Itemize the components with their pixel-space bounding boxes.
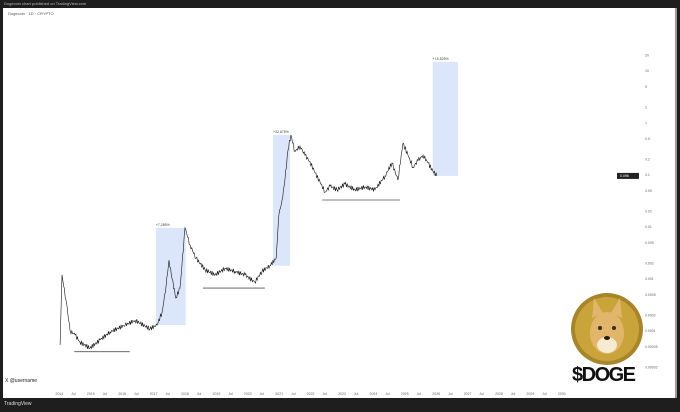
x-tick-label: Jul <box>448 392 453 396</box>
author-watermark: X @username <box>5 378 38 384</box>
x-tick-label: 2029 <box>527 392 535 396</box>
x-tick-label: Jul <box>165 392 170 396</box>
x-tick-label: Jul <box>385 392 390 396</box>
y-tick-label: 0.5 <box>645 137 650 141</box>
y-tick-label: 20 <box>645 54 649 58</box>
y-tick-label: 5 <box>645 85 647 89</box>
doge-nose <box>604 336 610 340</box>
y-tick-label: 0.1 <box>645 173 650 177</box>
x-tick-label: Jul <box>103 392 108 396</box>
x-tick-label: 2016 <box>118 392 126 396</box>
y-tick-label: 0.00002 <box>645 366 658 370</box>
x-tick-label: 2023 <box>338 392 346 396</box>
y-tick-label: 1 <box>645 121 647 125</box>
current-price-value: 0.096 <box>620 174 629 178</box>
x-tick-label: 2026 <box>432 392 440 396</box>
y-tick-label: 0.0002 <box>645 314 656 318</box>
x-tick-label: 2020 <box>244 392 252 396</box>
title-bar: Dogecoin chart published on TradingView.… <box>4 1 87 6</box>
chart-panel: Dogecoin · 1D · CRYPTO <box>3 8 677 398</box>
x-tick-label: 2017 <box>150 392 158 396</box>
x-tick-label: Jul <box>417 392 422 396</box>
x-tick-label: 2015 <box>87 392 95 396</box>
y-tick-label: 0.05 <box>645 189 652 193</box>
pump-box <box>432 61 458 176</box>
doge-eye-right <box>612 326 616 330</box>
doge-ear-right <box>611 298 622 318</box>
x-tick-label: Jul <box>511 392 516 396</box>
doge-ear-left <box>592 298 603 318</box>
y-tick-label: 0.01 <box>645 225 652 229</box>
symbol-info: Dogecoin · 1D · CRYPTO <box>8 11 54 16</box>
doge-eye-left <box>598 326 602 330</box>
x-tick-label: 2022 <box>307 392 315 396</box>
x-tick-label: 2030 <box>558 392 566 396</box>
x-tick-label: Jul <box>228 392 233 396</box>
x-tick-label: 2019 <box>213 392 221 396</box>
pump-box-label: +32,678% <box>273 130 289 134</box>
y-tick-label: 0.02 <box>645 210 652 214</box>
tradingview-brand: TradingView <box>4 401 32 407</box>
pump-box <box>272 134 290 266</box>
y-tick-label: 0.2 <box>645 158 650 162</box>
x-tick-label: Jul <box>542 392 547 396</box>
x-tick-label: 2024 <box>370 392 378 396</box>
y-tick-label: 0.00005 <box>645 345 658 349</box>
pump-box <box>155 227 186 326</box>
y-tick-label: 0.0005 <box>645 293 656 297</box>
x-tick-label: 2014 <box>56 392 64 396</box>
pump-box-label: +7,285% <box>156 223 170 227</box>
current-price-tag <box>617 172 639 179</box>
pump-box-label: +15,525% <box>433 57 449 61</box>
x-tick-label: 2021 <box>275 392 283 396</box>
x-tick-label: Jul <box>291 392 296 396</box>
x-tick-label: Jul <box>134 392 139 396</box>
y-tick-label: 0.0001 <box>645 329 656 333</box>
x-tick-label: Jul <box>479 392 484 396</box>
x-tick-label: 2025 <box>401 392 409 396</box>
x-tick-label: Jul <box>322 392 327 396</box>
y-tick-label: 10 <box>645 69 649 73</box>
x-tick-label: Jul <box>260 392 265 396</box>
x-tick-label: Jul <box>197 392 202 396</box>
doge-muzzle <box>597 337 617 353</box>
x-tick-label: 2018 <box>181 392 189 396</box>
x-tick-label: 2028 <box>495 392 503 396</box>
y-tick-label: 0.001 <box>645 277 654 281</box>
y-tick-label: 2 <box>645 106 647 110</box>
doge-logo-text: $DOGE <box>572 364 636 386</box>
x-tick-label: 2027 <box>464 392 472 396</box>
x-tick-label: Jul <box>354 392 359 396</box>
x-tick-label: Jul <box>71 392 76 396</box>
y-tick-label: 0.002 <box>645 262 654 266</box>
y-tick-label: 0.005 <box>645 241 654 245</box>
price-line <box>59 134 438 350</box>
